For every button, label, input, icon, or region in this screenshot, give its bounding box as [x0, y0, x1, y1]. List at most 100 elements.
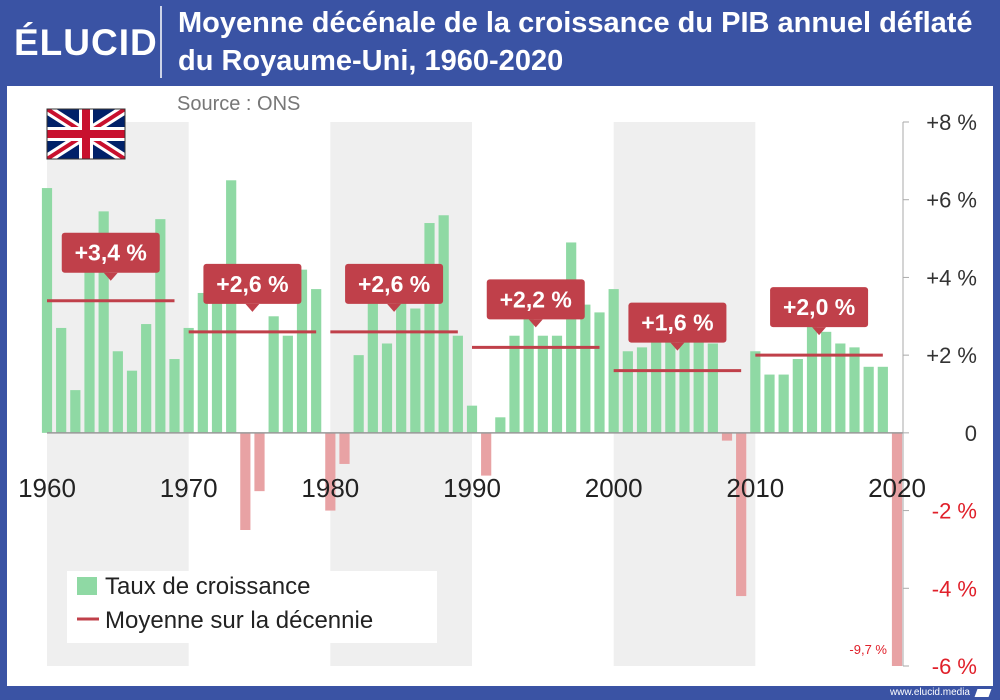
legend-line-label: Moyenne sur la décennie [105, 607, 373, 634]
bar-2018 [863, 366, 874, 433]
x-tick-label: 2000 [585, 473, 643, 503]
x-ticks: 1960 1970 1980 1990 2000 2010 2020 [18, 473, 926, 503]
bar-1972 [211, 289, 223, 433]
bar-1997 [566, 242, 577, 433]
bar-2006 [693, 327, 704, 433]
y-tick-label: +2 % [926, 343, 977, 368]
bar-1979 [311, 289, 322, 433]
bar-2002 [636, 347, 648, 433]
legend-bar-swatch [77, 577, 97, 595]
bar-1989 [452, 335, 463, 433]
bar-1983 [367, 269, 378, 433]
mean-label-box [628, 302, 727, 343]
bar-1984 [381, 343, 393, 433]
elucid-logo: ÉLUCID [14, 22, 158, 63]
bar-1967 [141, 324, 152, 433]
y-tick-label: -6 % [932, 654, 977, 679]
bar-2008 [721, 432, 733, 441]
bar-1970 [183, 327, 194, 433]
mean-label-pointer [387, 303, 402, 312]
bar-1973 [226, 180, 237, 433]
bar-1961 [56, 327, 67, 433]
mean-label-pointer [245, 303, 260, 312]
footer-logo-icon [974, 689, 992, 697]
bar-2007 [707, 343, 718, 433]
legend-background [67, 571, 437, 643]
bar-2011 [764, 374, 775, 433]
bar-1980 [325, 432, 336, 511]
mean-label-pointer [528, 319, 543, 328]
mean-label-pointer [670, 342, 685, 351]
annotation-label: -9,7 % [849, 642, 887, 657]
y-tick-label: +6 % [926, 188, 977, 213]
bar-2020 [891, 432, 903, 666]
mean-label-pointer [103, 272, 118, 281]
header-divider [160, 6, 162, 78]
bar-2001 [622, 351, 633, 433]
annotations: -9,7 % [849, 642, 887, 657]
y-tick-label: +8 % [926, 110, 977, 135]
chart-source: Source : ONS [177, 93, 300, 115]
y-tick-label: +4 % [926, 265, 977, 290]
decade-mean-labels: +3,4 % +2,6 % +2,6 % +2,2 % +1,6 % +2,0 % [61, 232, 869, 351]
decade-mean-lines [47, 299, 883, 373]
bar-2005 [679, 324, 690, 433]
bar-1995 [537, 335, 548, 433]
bar-1993 [509, 335, 520, 433]
bar-1971 [197, 292, 208, 433]
bar-1964 [98, 211, 109, 433]
header: ÉLUCID Moyenne décénale de la croissance… [0, 0, 1000, 86]
bar-2019 [877, 366, 888, 433]
legend: Taux de croissance Moyenne sur la décenn… [67, 571, 437, 643]
bar-1962 [70, 390, 81, 433]
bar-1991 [481, 432, 492, 476]
bar-1974 [240, 432, 251, 530]
bar-1978 [296, 269, 308, 433]
bar-1977 [282, 335, 293, 433]
bar-2013 [792, 359, 803, 433]
bar-1982 [353, 355, 364, 433]
mean-label-1980: +2,6 % [345, 263, 444, 312]
bar-2000 [608, 289, 619, 433]
y-ticks: +8 % +6 % +4 % +2 % 0 -2 % -4 % -6 % [903, 110, 977, 679]
mean-label-1960: +3,4 % [61, 232, 160, 281]
bar-2012 [778, 374, 789, 433]
legend-bars-label: Taux de croissance [105, 573, 310, 600]
bar-1985 [396, 269, 407, 433]
gdp-growth-chart: Source : ONS +8 % +6 % +4 % +2 % 0 -2 % -4 % -6… [18, 93, 977, 679]
bar-1960 [41, 188, 53, 433]
bar-1976 [268, 316, 279, 433]
bar-2009 [736, 432, 747, 597]
bar-1986 [410, 308, 421, 433]
uk-flag-icon [46, 108, 126, 160]
mean-label-box [770, 287, 869, 328]
x-tick-label: 2020 [868, 473, 926, 503]
mean-label-box [345, 263, 444, 304]
bar-1988 [438, 215, 449, 433]
x-tick-label: 1990 [443, 473, 501, 503]
mean-label-2000: +1,6 % [628, 302, 727, 351]
bar-1963 [84, 246, 95, 433]
growth-bars [41, 180, 903, 666]
mean-label-text: +2,6 % [358, 271, 430, 297]
y-tick-label: -4 % [932, 576, 977, 601]
mean-label-text: +2,0 % [783, 294, 855, 320]
y-tick-label: 0 [965, 421, 977, 446]
x-tick-label: 1980 [301, 473, 359, 503]
bar-1994 [523, 285, 534, 433]
mean-label-box [203, 263, 302, 304]
bar-2003 [651, 304, 662, 433]
bar-1998 [580, 304, 591, 433]
bar-2004 [665, 339, 676, 433]
mean-label-box [61, 232, 160, 273]
mean-label-pointer [812, 327, 827, 336]
bar-1987 [424, 223, 435, 433]
bar-1999 [594, 312, 605, 433]
bar-2014 [806, 316, 818, 433]
bar-1968 [155, 219, 166, 433]
mean-label-text: +2,6 % [216, 271, 288, 297]
bar-1990 [466, 405, 478, 433]
x-tick-label: 1960 [18, 473, 76, 503]
bar-1966 [126, 370, 138, 433]
bar-2015 [821, 331, 832, 433]
